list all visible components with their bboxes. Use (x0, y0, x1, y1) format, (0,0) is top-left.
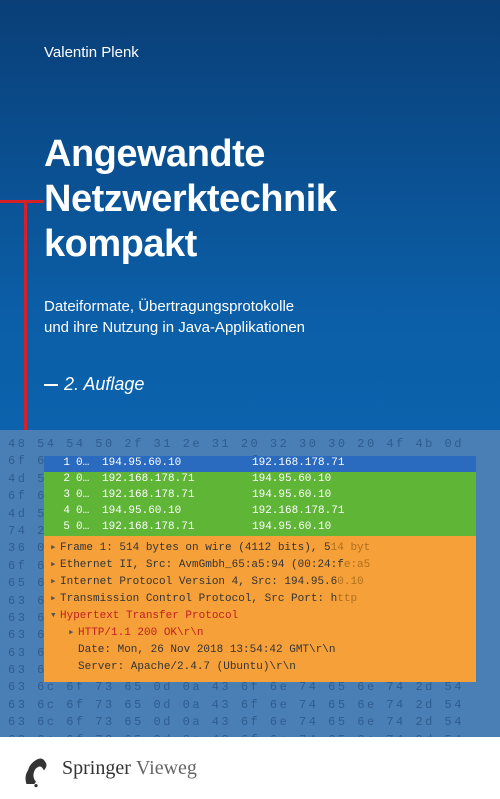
expand-icon: ▸ (50, 540, 60, 557)
packet-time: 0… (76, 504, 102, 520)
detail-http-status: ▸HTTP/1.1 200 OK\r\n (50, 625, 470, 642)
packet-no: 1 (44, 456, 76, 472)
packet-no: 3 (44, 488, 76, 504)
book-cover: Valentin Plenk Angewandte Netzwerktechni… (0, 0, 500, 799)
packet-dst: 192.168.178.71 (252, 456, 476, 472)
packet-dst: 194.95.60.10 (252, 488, 476, 504)
detail-date: Date: Mon, 26 Nov 2018 13:54:42 GMT\r\n (50, 642, 470, 659)
packet-src: 192.168.178.71 (102, 520, 252, 536)
accent-line-vertical (24, 200, 27, 440)
packet-time: 0… (76, 456, 102, 472)
packet-dst: 194.95.60.10 (252, 520, 476, 536)
title-line-2: Netzwerktechnik (44, 177, 336, 222)
edition-label: 2. Auflage (44, 374, 144, 395)
packet-row: 5 0… 192.168.178.71 194.95.60.10 (44, 520, 476, 536)
packet-dst: 192.168.178.71 (252, 504, 476, 520)
packet-row: 1 0… 194.95.60.10 192.168.178.71 (44, 456, 476, 472)
edition-text: 2. Auflage (64, 374, 144, 394)
collapse-icon: ▾ (50, 608, 60, 625)
expand-icon: ▸ (50, 591, 60, 608)
detail-http: ▾Hypertext Transfer Protocol (50, 608, 470, 625)
subtitle-line-2: und ihre Nutzung in Java-Applikationen (44, 317, 305, 338)
author-name: Valentin Plenk (44, 44, 139, 61)
book-subtitle: Dateiformate, Übertragungsprotokolle und… (44, 296, 305, 338)
packet-src: 192.168.178.71 (102, 488, 252, 504)
detail-server: Server: Apache/2.4.7 (Ubuntu)\r\n (50, 659, 470, 676)
packet-detail-panel: ▸Frame 1: 514 bytes on wire (4112 bits),… (44, 536, 476, 682)
packet-row: 2 0… 192.168.178.71 194.95.60.10 (44, 472, 476, 488)
publisher-vieweg: Vieweg (136, 757, 197, 779)
packet-time: 0… (76, 472, 102, 488)
title-line-1: Angewandte (44, 132, 336, 177)
detail-ip: ▸Internet Protocol Version 4, Src: 194.9… (50, 574, 470, 591)
publisher-footer: Springer Vieweg (0, 737, 500, 799)
packet-no: 4 (44, 504, 76, 520)
book-title: Angewandte Netzwerktechnik kompakt (44, 132, 336, 266)
packet-src: 194.95.60.10 (102, 504, 252, 520)
expand-icon: ▸ (50, 574, 60, 591)
subtitle-line-1: Dateiformate, Übertragungsprotokolle (44, 296, 305, 317)
detail-ethernet: ▸Ethernet II, Src: AvmGmbh_65:a5:94 (00:… (50, 557, 470, 574)
packet-time: 0… (76, 488, 102, 504)
packet-no: 2 (44, 472, 76, 488)
detail-frame: ▸Frame 1: 514 bytes on wire (4112 bits),… (50, 540, 470, 557)
title-line-3: kompakt (44, 222, 336, 267)
packet-dst: 194.95.60.10 (252, 472, 476, 488)
detail-tcp: ▸Transmission Control Protocol, Src Port… (50, 591, 470, 608)
expand-icon: ▸ (68, 625, 78, 642)
packet-time: 0… (76, 520, 102, 536)
wireshark-panel: 1 0… 194.95.60.10 192.168.178.71 2 0… 19… (44, 456, 476, 682)
packet-no: 5 (44, 520, 76, 536)
packet-list: 1 0… 194.95.60.10 192.168.178.71 2 0… 19… (44, 456, 476, 536)
edition-dash-icon (44, 384, 58, 386)
packet-src: 192.168.178.71 (102, 472, 252, 488)
packet-row: 4 0… 194.95.60.10 192.168.178.71 (44, 504, 476, 520)
publisher-springer: Springer (62, 757, 131, 779)
packet-row: 3 0… 192.168.178.71 194.95.60.10 (44, 488, 476, 504)
expand-icon: ▸ (50, 557, 60, 574)
publisher-name: Springer Vieweg (62, 757, 197, 780)
springer-horse-icon (20, 748, 52, 788)
accent-line-horizontal (0, 200, 44, 203)
packet-src: 194.95.60.10 (102, 456, 252, 472)
